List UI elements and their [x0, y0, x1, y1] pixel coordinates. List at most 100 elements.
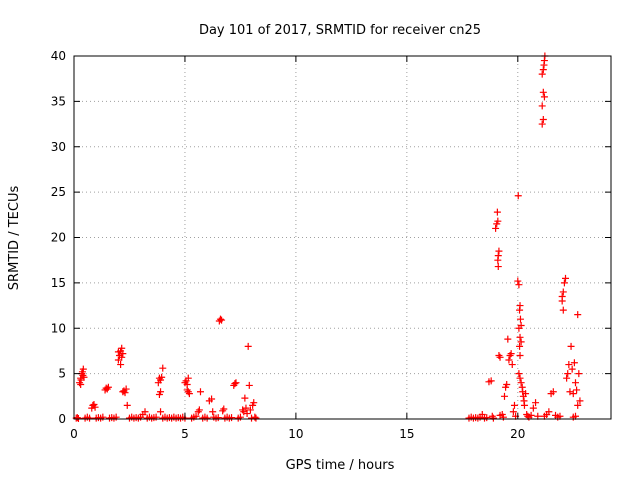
data-point	[119, 350, 127, 358]
y-axis-label: SRMTID / TECUs	[7, 186, 22, 291]
data-point	[184, 388, 192, 396]
data-point	[118, 344, 126, 352]
data-point	[123, 401, 131, 409]
data-point	[79, 365, 87, 373]
data-point	[510, 401, 518, 409]
data-point	[196, 388, 204, 396]
data-point	[515, 370, 523, 378]
y-tick-label: 5	[58, 367, 66, 381]
data-point	[538, 102, 546, 110]
data-point	[508, 361, 516, 369]
data-point	[516, 315, 524, 323]
data-point	[478, 410, 486, 418]
data-point	[495, 351, 503, 359]
data-point	[220, 405, 228, 413]
data-point	[203, 414, 211, 422]
data-point	[540, 93, 548, 101]
data-point	[574, 311, 582, 319]
data-point	[494, 263, 502, 271]
data-point	[573, 386, 581, 394]
data-point	[507, 350, 515, 358]
data-point	[158, 373, 166, 381]
data-point	[538, 120, 546, 128]
data-point	[117, 361, 125, 369]
data-point	[91, 403, 99, 411]
data-point	[566, 388, 574, 396]
data-point	[244, 342, 252, 350]
data-point	[122, 385, 130, 393]
y-tick-label: 0	[58, 412, 66, 426]
data-point	[241, 394, 249, 402]
data-point	[527, 411, 535, 419]
data-point	[73, 414, 81, 422]
data-point	[218, 316, 226, 324]
data-point	[515, 324, 523, 332]
data-point	[506, 351, 514, 359]
data-point	[562, 274, 570, 282]
data-point	[545, 408, 553, 416]
data-point	[517, 338, 525, 346]
x-axis-label: GPS time / hours	[286, 458, 395, 473]
data-point	[114, 348, 122, 356]
x-tick-label: 0	[70, 427, 78, 441]
data-point	[184, 374, 192, 382]
x-tick-label: 10	[288, 427, 303, 441]
data-point	[112, 413, 120, 421]
x-tick-label: 15	[399, 427, 414, 441]
data-point	[252, 414, 260, 422]
data-point	[514, 192, 522, 200]
data-point	[570, 359, 578, 367]
data-point	[539, 116, 547, 124]
data-point	[564, 370, 572, 378]
y-tick-label: 40	[51, 49, 66, 63]
data-point	[118, 353, 126, 361]
data-point	[104, 383, 112, 391]
y-tick-label: 10	[51, 321, 66, 335]
data-point	[86, 414, 94, 422]
data-point	[239, 406, 247, 414]
data-point	[219, 407, 227, 415]
data-point	[505, 356, 513, 364]
data-point	[243, 410, 251, 418]
data-point	[516, 302, 524, 310]
data-point	[517, 379, 525, 387]
data-point	[516, 374, 524, 382]
data-point	[489, 414, 497, 422]
data-point	[80, 373, 88, 381]
data-point	[195, 406, 203, 414]
data-point	[214, 414, 222, 422]
data-point	[532, 399, 540, 407]
y-tick-label: 30	[51, 140, 66, 154]
data-point	[565, 361, 573, 369]
data-point	[549, 388, 557, 396]
data-point	[539, 88, 547, 96]
data-point	[567, 342, 575, 350]
data-point	[515, 281, 523, 289]
data-point	[152, 413, 160, 421]
data-point	[494, 256, 502, 264]
axis-ticks	[73, 55, 611, 420]
y-tick-label: 25	[51, 185, 66, 199]
data-point	[159, 364, 167, 372]
data-point	[522, 390, 530, 398]
data-point	[231, 380, 239, 388]
data-point	[503, 381, 511, 389]
data-point	[487, 377, 495, 385]
data-point	[157, 408, 165, 416]
data-point	[99, 413, 107, 421]
data-point	[504, 335, 512, 343]
data-point	[509, 408, 517, 416]
data-point	[568, 365, 576, 373]
data-point	[538, 70, 546, 78]
data-point	[246, 406, 254, 414]
data-point	[242, 404, 250, 412]
grid	[74, 56, 611, 419]
data-point	[514, 277, 522, 285]
data-point	[77, 381, 85, 389]
data-point	[571, 379, 579, 387]
data-point	[569, 390, 577, 398]
data-point	[539, 66, 547, 74]
data-point	[574, 401, 582, 409]
data-point	[516, 351, 524, 359]
